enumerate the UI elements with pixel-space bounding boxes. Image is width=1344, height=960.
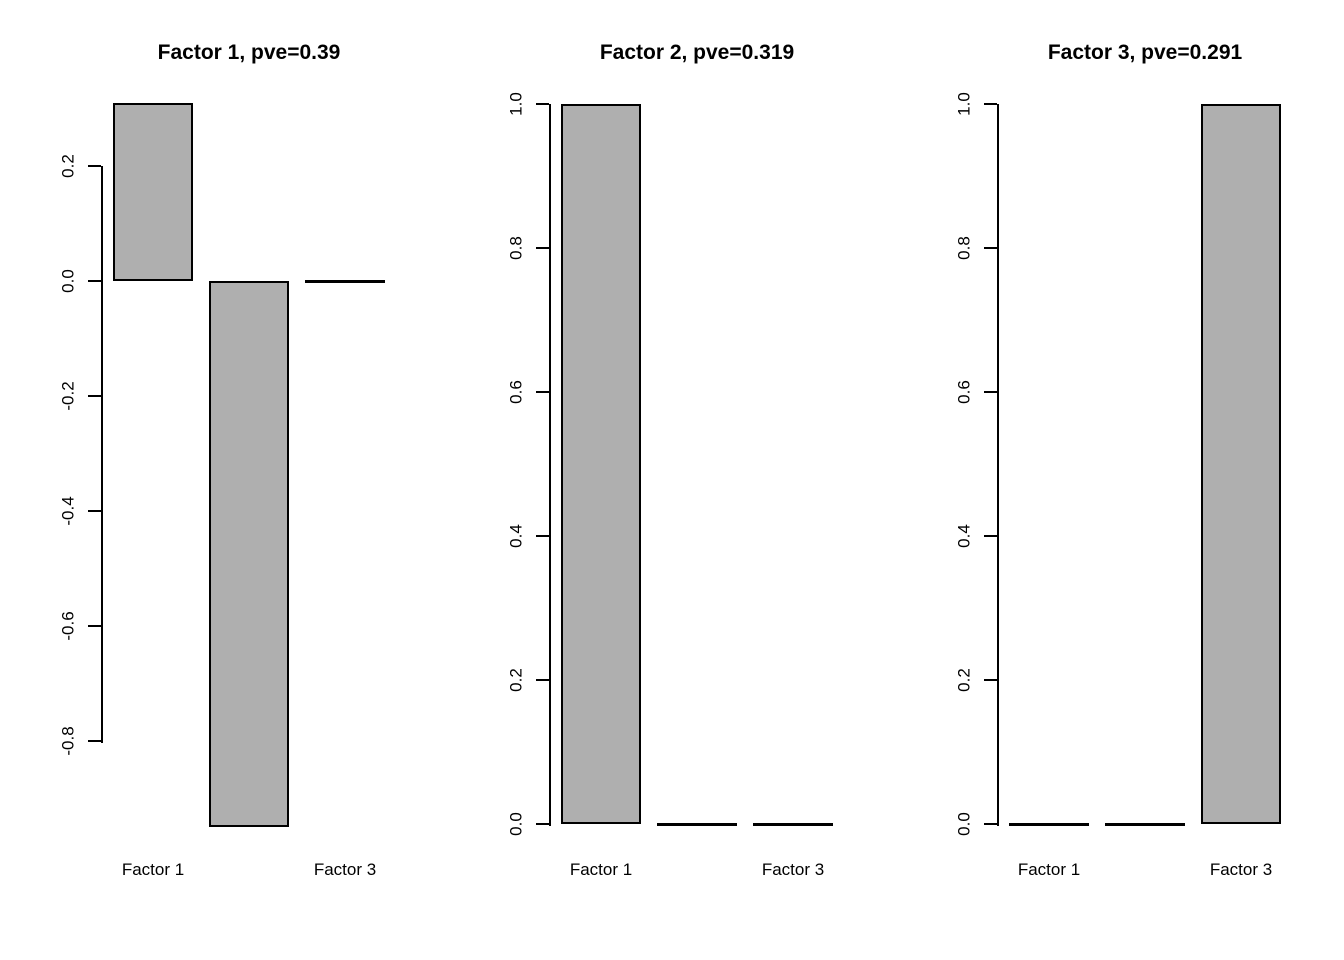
y-tick-label: -0.8 bbox=[58, 726, 78, 756]
bar-factor-1 bbox=[561, 104, 641, 824]
x-axis-label: Factor 3 bbox=[1209, 860, 1273, 879]
bar-factor-3 bbox=[753, 823, 833, 826]
bar-factor-2 bbox=[657, 823, 737, 826]
y-tick-label: 0.4 bbox=[506, 524, 526, 548]
y-axis bbox=[549, 104, 551, 826]
y-tick-mark bbox=[984, 391, 997, 393]
y-tick-mark bbox=[536, 823, 549, 825]
x-axis-label: Factor 3 bbox=[313, 860, 377, 879]
y-tick-mark bbox=[984, 103, 997, 105]
y-tick-label: 0.4 bbox=[954, 524, 974, 548]
y-tick-label: 1.0 bbox=[954, 92, 974, 116]
y-tick-mark bbox=[88, 625, 101, 627]
bar-factor-2 bbox=[209, 281, 289, 828]
bar-factor-1 bbox=[1009, 823, 1089, 826]
y-tick-mark bbox=[536, 247, 549, 249]
y-tick-mark bbox=[536, 103, 549, 105]
y-tick-mark bbox=[984, 823, 997, 825]
y-tick-label: 0.2 bbox=[58, 154, 78, 178]
y-tick-label: -0.2 bbox=[58, 381, 78, 411]
y-tick-label: 0.2 bbox=[506, 668, 526, 692]
bar-factor-3 bbox=[305, 280, 385, 283]
y-tick-label: 0.0 bbox=[506, 812, 526, 836]
y-tick-mark bbox=[536, 679, 549, 681]
chart-panel-3: Factor 3, pve=0.291 1.0 0.8 0.6 0.4 0.2 0.0 Fac… bbox=[896, 0, 1344, 960]
chart-panel-2: Factor 2, pve=0.319 1.0 0.8 0.6 0.4 0.2 0.0 Fac… bbox=[448, 0, 896, 960]
x-axis-label: Factor 1 bbox=[1017, 860, 1081, 879]
x-axis-label: Factor 1 bbox=[569, 860, 633, 879]
y-tick-label: 0.2 bbox=[954, 668, 974, 692]
y-tick-label: 0.8 bbox=[954, 236, 974, 260]
y-tick-mark bbox=[88, 395, 101, 397]
y-tick-label: 1.0 bbox=[506, 92, 526, 116]
y-axis bbox=[101, 166, 103, 743]
y-tick-label: 0.6 bbox=[954, 380, 974, 404]
x-axis-label: Factor 1 bbox=[121, 860, 185, 879]
chart-panel-1: Factor 1, pve=0.39 0.2 0.0 -0.2 -0.4 -0.6 -0.8… bbox=[0, 0, 448, 960]
y-tick-label: 0.8 bbox=[506, 236, 526, 260]
x-axis-label: Factor 3 bbox=[761, 860, 825, 879]
y-tick-label: 0.0 bbox=[58, 269, 78, 293]
y-tick-label: -0.4 bbox=[58, 496, 78, 526]
y-tick-label: -0.6 bbox=[58, 611, 78, 641]
chart-title: Factor 1, pve=0.39 bbox=[157, 41, 341, 64]
y-tick-mark bbox=[88, 740, 101, 742]
chart-title: Factor 2, pve=0.319 bbox=[599, 41, 795, 64]
y-tick-mark bbox=[984, 247, 997, 249]
y-tick-mark bbox=[984, 679, 997, 681]
bar-factor-2 bbox=[1105, 823, 1185, 826]
y-tick-mark bbox=[984, 535, 997, 537]
y-axis bbox=[997, 104, 999, 826]
y-tick-mark bbox=[88, 510, 101, 512]
y-tick-mark bbox=[88, 165, 101, 167]
y-tick-mark bbox=[536, 391, 549, 393]
chart-title: Factor 3, pve=0.291 bbox=[1047, 41, 1243, 64]
y-tick-label: 0.6 bbox=[506, 380, 526, 404]
y-tick-label: 0.0 bbox=[954, 812, 974, 836]
bar-factor-3 bbox=[1201, 104, 1281, 824]
y-tick-mark bbox=[536, 535, 549, 537]
bar-factor-1 bbox=[113, 102, 193, 281]
y-tick-mark bbox=[88, 280, 101, 282]
